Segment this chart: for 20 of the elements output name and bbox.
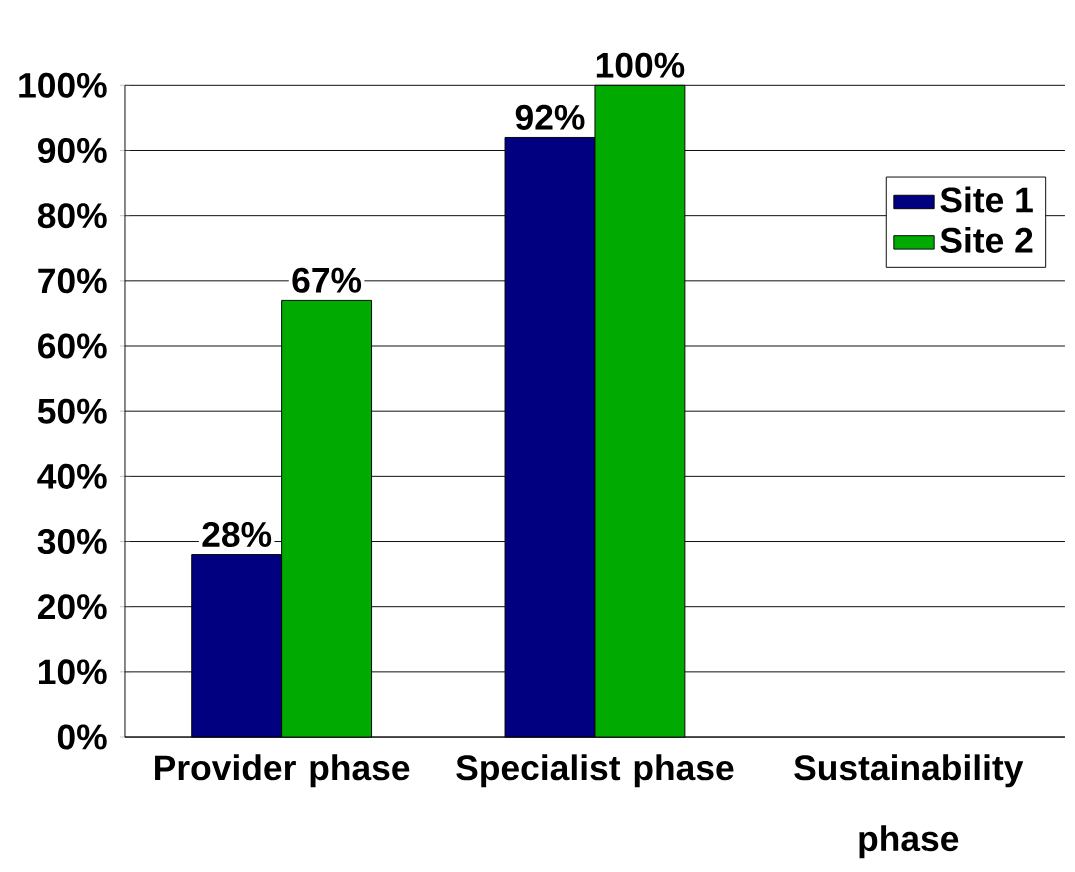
data-label: 28%: [202, 521, 272, 547]
y-tick-label: 10%: [38, 659, 107, 685]
data-label: 67%: [292, 267, 362, 293]
y-tick-label: 70%: [38, 268, 107, 294]
y-tick-label: 90%: [37, 137, 107, 163]
legend-label: Site 1: [940, 186, 1033, 213]
y-tick-label: 0%: [57, 724, 107, 750]
x-tick-label: Specialist phase: [456, 754, 734, 788]
x-tick-label: Sustainability phase: [794, 754, 1024, 859]
y-tick-label: 30%: [37, 528, 107, 555]
y-tick-label: 20%: [37, 594, 107, 620]
y-tick-label: 50%: [37, 398, 107, 424]
legend-label: Site 2: [940, 226, 1033, 253]
x-tick-label: Provider phase: [155, 754, 410, 788]
y-tick-label: 80%: [37, 203, 107, 229]
y-tick-label: 40%: [37, 463, 107, 489]
y-tick-label: 100%: [19, 72, 107, 98]
data-label: 92%: [515, 104, 585, 130]
y-tick-label: 60%: [38, 333, 107, 359]
data-label: 100%: [596, 52, 685, 78]
